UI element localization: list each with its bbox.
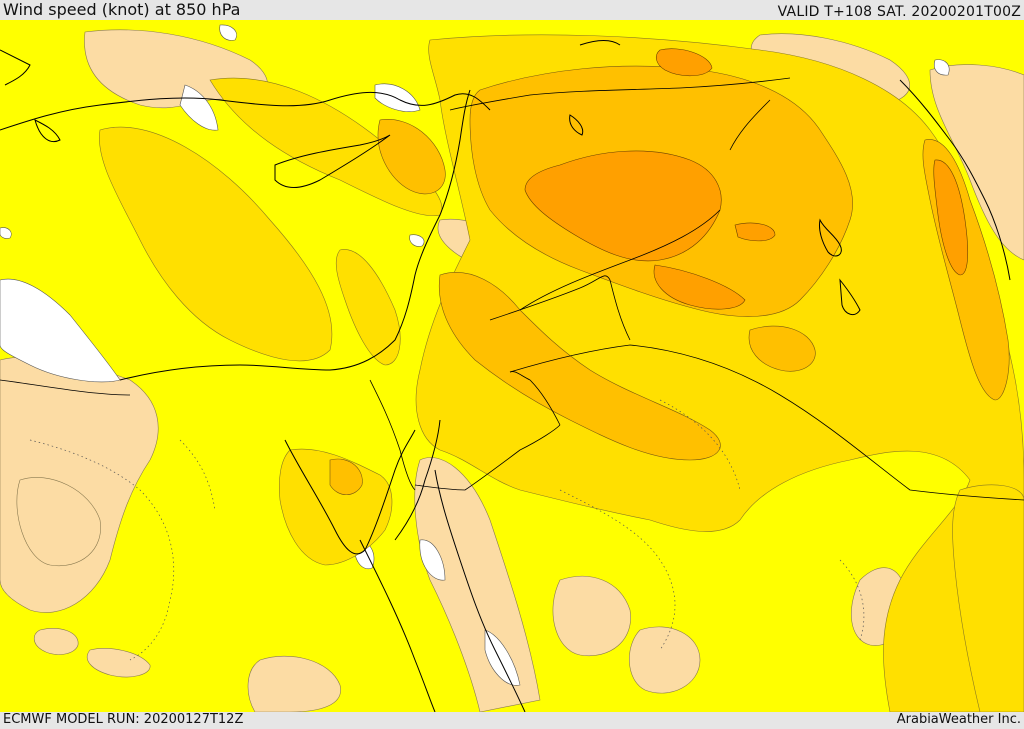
minor-contours <box>29 399 865 661</box>
valid-time-label: VALID T+108 SAT. 20200201T00Z <box>777 4 1021 20</box>
coastlines <box>0 40 1011 712</box>
map-title: Wind speed (knot) at 850 hPa <box>3 0 241 19</box>
field-calm-regions <box>0 24 950 686</box>
credit-label: ArabiaWeather Inc. <box>896 712 1021 727</box>
field-very-strong-regions <box>524 48 969 310</box>
header-bar: Wind speed (knot) at 850 hPa VALID T+108… <box>0 0 1024 20</box>
footer-bar: ECMWF MODEL RUN: 20200127T12Z ArabiaWeat… <box>0 712 1024 729</box>
political-borders <box>0 77 1024 501</box>
map-canvas <box>0 20 1024 712</box>
model-run-label: ECMWF MODEL RUN: 20200127T12Z <box>3 712 244 727</box>
wind-speed-map <box>0 20 1024 712</box>
